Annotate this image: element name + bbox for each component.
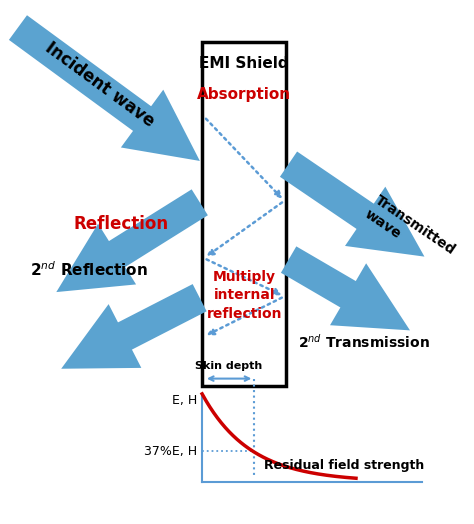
Text: Multiply
internal
reflection: Multiply internal reflection	[206, 270, 282, 321]
Text: Residual field strength: Residual field strength	[264, 459, 424, 472]
Text: Reflection: Reflection	[73, 215, 168, 233]
Text: E, H: E, H	[172, 394, 197, 407]
Text: Transmitted
wave: Transmitted wave	[362, 193, 457, 271]
Text: 37%E, H: 37%E, H	[144, 444, 197, 457]
Text: Absorption: Absorption	[197, 87, 291, 102]
Text: EMI Shield: EMI Shield	[200, 56, 289, 71]
Text: Incident wave: Incident wave	[41, 39, 157, 130]
Text: 2$^{nd}$ Reflection: 2$^{nd}$ Reflection	[30, 260, 148, 279]
Text: Skin depth: Skin depth	[194, 361, 262, 371]
Text: 2$^{nd}$ Transmission: 2$^{nd}$ Transmission	[298, 332, 429, 350]
Bar	[202, 42, 286, 386]
